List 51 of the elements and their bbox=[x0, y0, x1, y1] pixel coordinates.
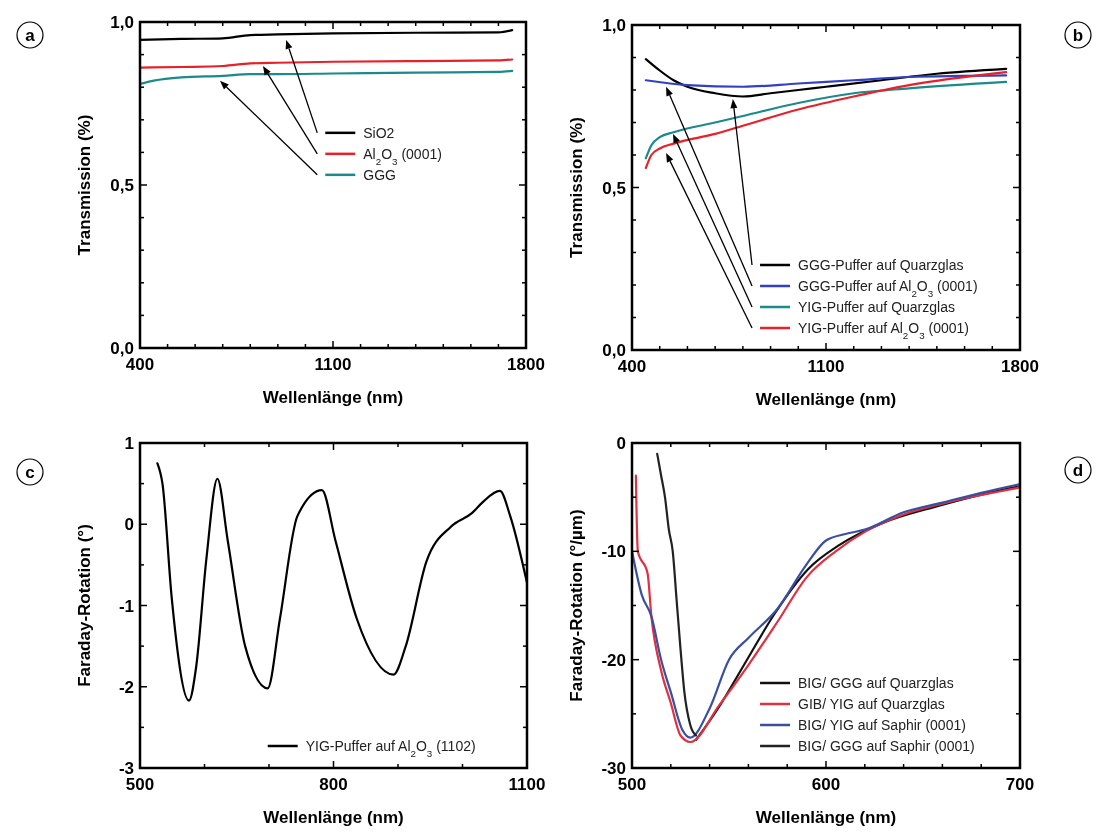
text: a bbox=[25, 26, 36, 45]
x-axis-title: Wellenlänge (nm) bbox=[262, 388, 404, 407]
y-tick-label: -2 bbox=[118, 677, 134, 697]
x-axis-title: Wellenlänge (nm) bbox=[755, 390, 897, 409]
x-tick-label: 1800 bbox=[1001, 357, 1039, 376]
legend-label: GGG-Puffer auf Al$_{2}$O$_{3}$ (0001) bbox=[798, 278, 978, 299]
legend-label: YIG-Puffer auf Al$_{2}$O$_{3}$ (0001) bbox=[798, 320, 969, 341]
y-tick-label: 0,5 bbox=[110, 176, 134, 195]
x-tick-label: 1800 bbox=[507, 355, 545, 374]
x-tick-label: 400 bbox=[125, 355, 155, 374]
x-tick-label: 1100 bbox=[508, 775, 546, 794]
y-axis-title: Faraday-Rotation (°/µm) bbox=[567, 509, 586, 702]
x-tick-label: 500 bbox=[125, 775, 155, 794]
y-tick-label: 1,0 bbox=[602, 16, 626, 35]
y-tick-label: 0 bbox=[124, 515, 134, 535]
legend-label: GGG-Puffer auf Quarzglas bbox=[798, 257, 964, 273]
x-tick-label: 800 bbox=[319, 775, 348, 794]
text: d bbox=[1072, 461, 1084, 480]
x-tick-label: 700 bbox=[1005, 775, 1035, 794]
y-tick-label: 1,0 bbox=[110, 13, 134, 32]
x-tick-label: 600 bbox=[811, 775, 841, 794]
x-tick-label: 1100 bbox=[807, 357, 845, 376]
text: c bbox=[25, 463, 35, 482]
x-axis-title: Wellenlänge (nm) bbox=[263, 808, 404, 827]
legend-label: YIG-Puffer auf Al$_{2}$O$_{3}$ (1102) bbox=[305, 738, 476, 759]
legend-label: SiO2 bbox=[363, 124, 395, 141]
legend-label: BIG/ GGG auf Saphir (0001) bbox=[798, 738, 975, 754]
x-tick-label: 1100 bbox=[314, 355, 352, 374]
legend-label: BIG/ GGG auf Quarzglas bbox=[798, 675, 954, 691]
y-tick-label: 0,5 bbox=[602, 178, 626, 198]
legend-label: Al$_{2}$O$_{3}$ (0001) bbox=[363, 145, 442, 167]
x-axis-title: Wellenlänge (nm) bbox=[755, 808, 897, 827]
text: b bbox=[1072, 26, 1084, 45]
x-tick-label: 500 bbox=[617, 775, 647, 794]
y-tick-label: 1 bbox=[124, 434, 134, 453]
y-axis-title: Faraday-Rotation (°) bbox=[75, 524, 94, 687]
legend-label: YIG-Puffer auf Quarzglas bbox=[798, 299, 955, 315]
x-tick-label: 400 bbox=[617, 357, 647, 376]
y-tick-label: -3 bbox=[118, 759, 134, 778]
y-axis-title: Transmission (%) bbox=[75, 114, 94, 256]
y-axis-title: Transmission (%) bbox=[567, 117, 586, 258]
legend-label: GGG bbox=[363, 166, 396, 183]
y-tick-label: 0,0 bbox=[602, 341, 626, 360]
y-tick-label: -20 bbox=[601, 650, 626, 670]
y-tick-label: -10 bbox=[601, 542, 626, 562]
y-tick-label: 0,0 bbox=[110, 339, 134, 358]
y-tick-label: -30 bbox=[601, 759, 626, 778]
y-tick-label: -1 bbox=[118, 596, 134, 616]
legend-label: BIG/ YIG auf Saphir (0001) bbox=[798, 717, 966, 733]
y-tick-label: 0 bbox=[616, 434, 626, 453]
legend-label: GIB/ YIG auf Quarzglas bbox=[798, 696, 945, 712]
